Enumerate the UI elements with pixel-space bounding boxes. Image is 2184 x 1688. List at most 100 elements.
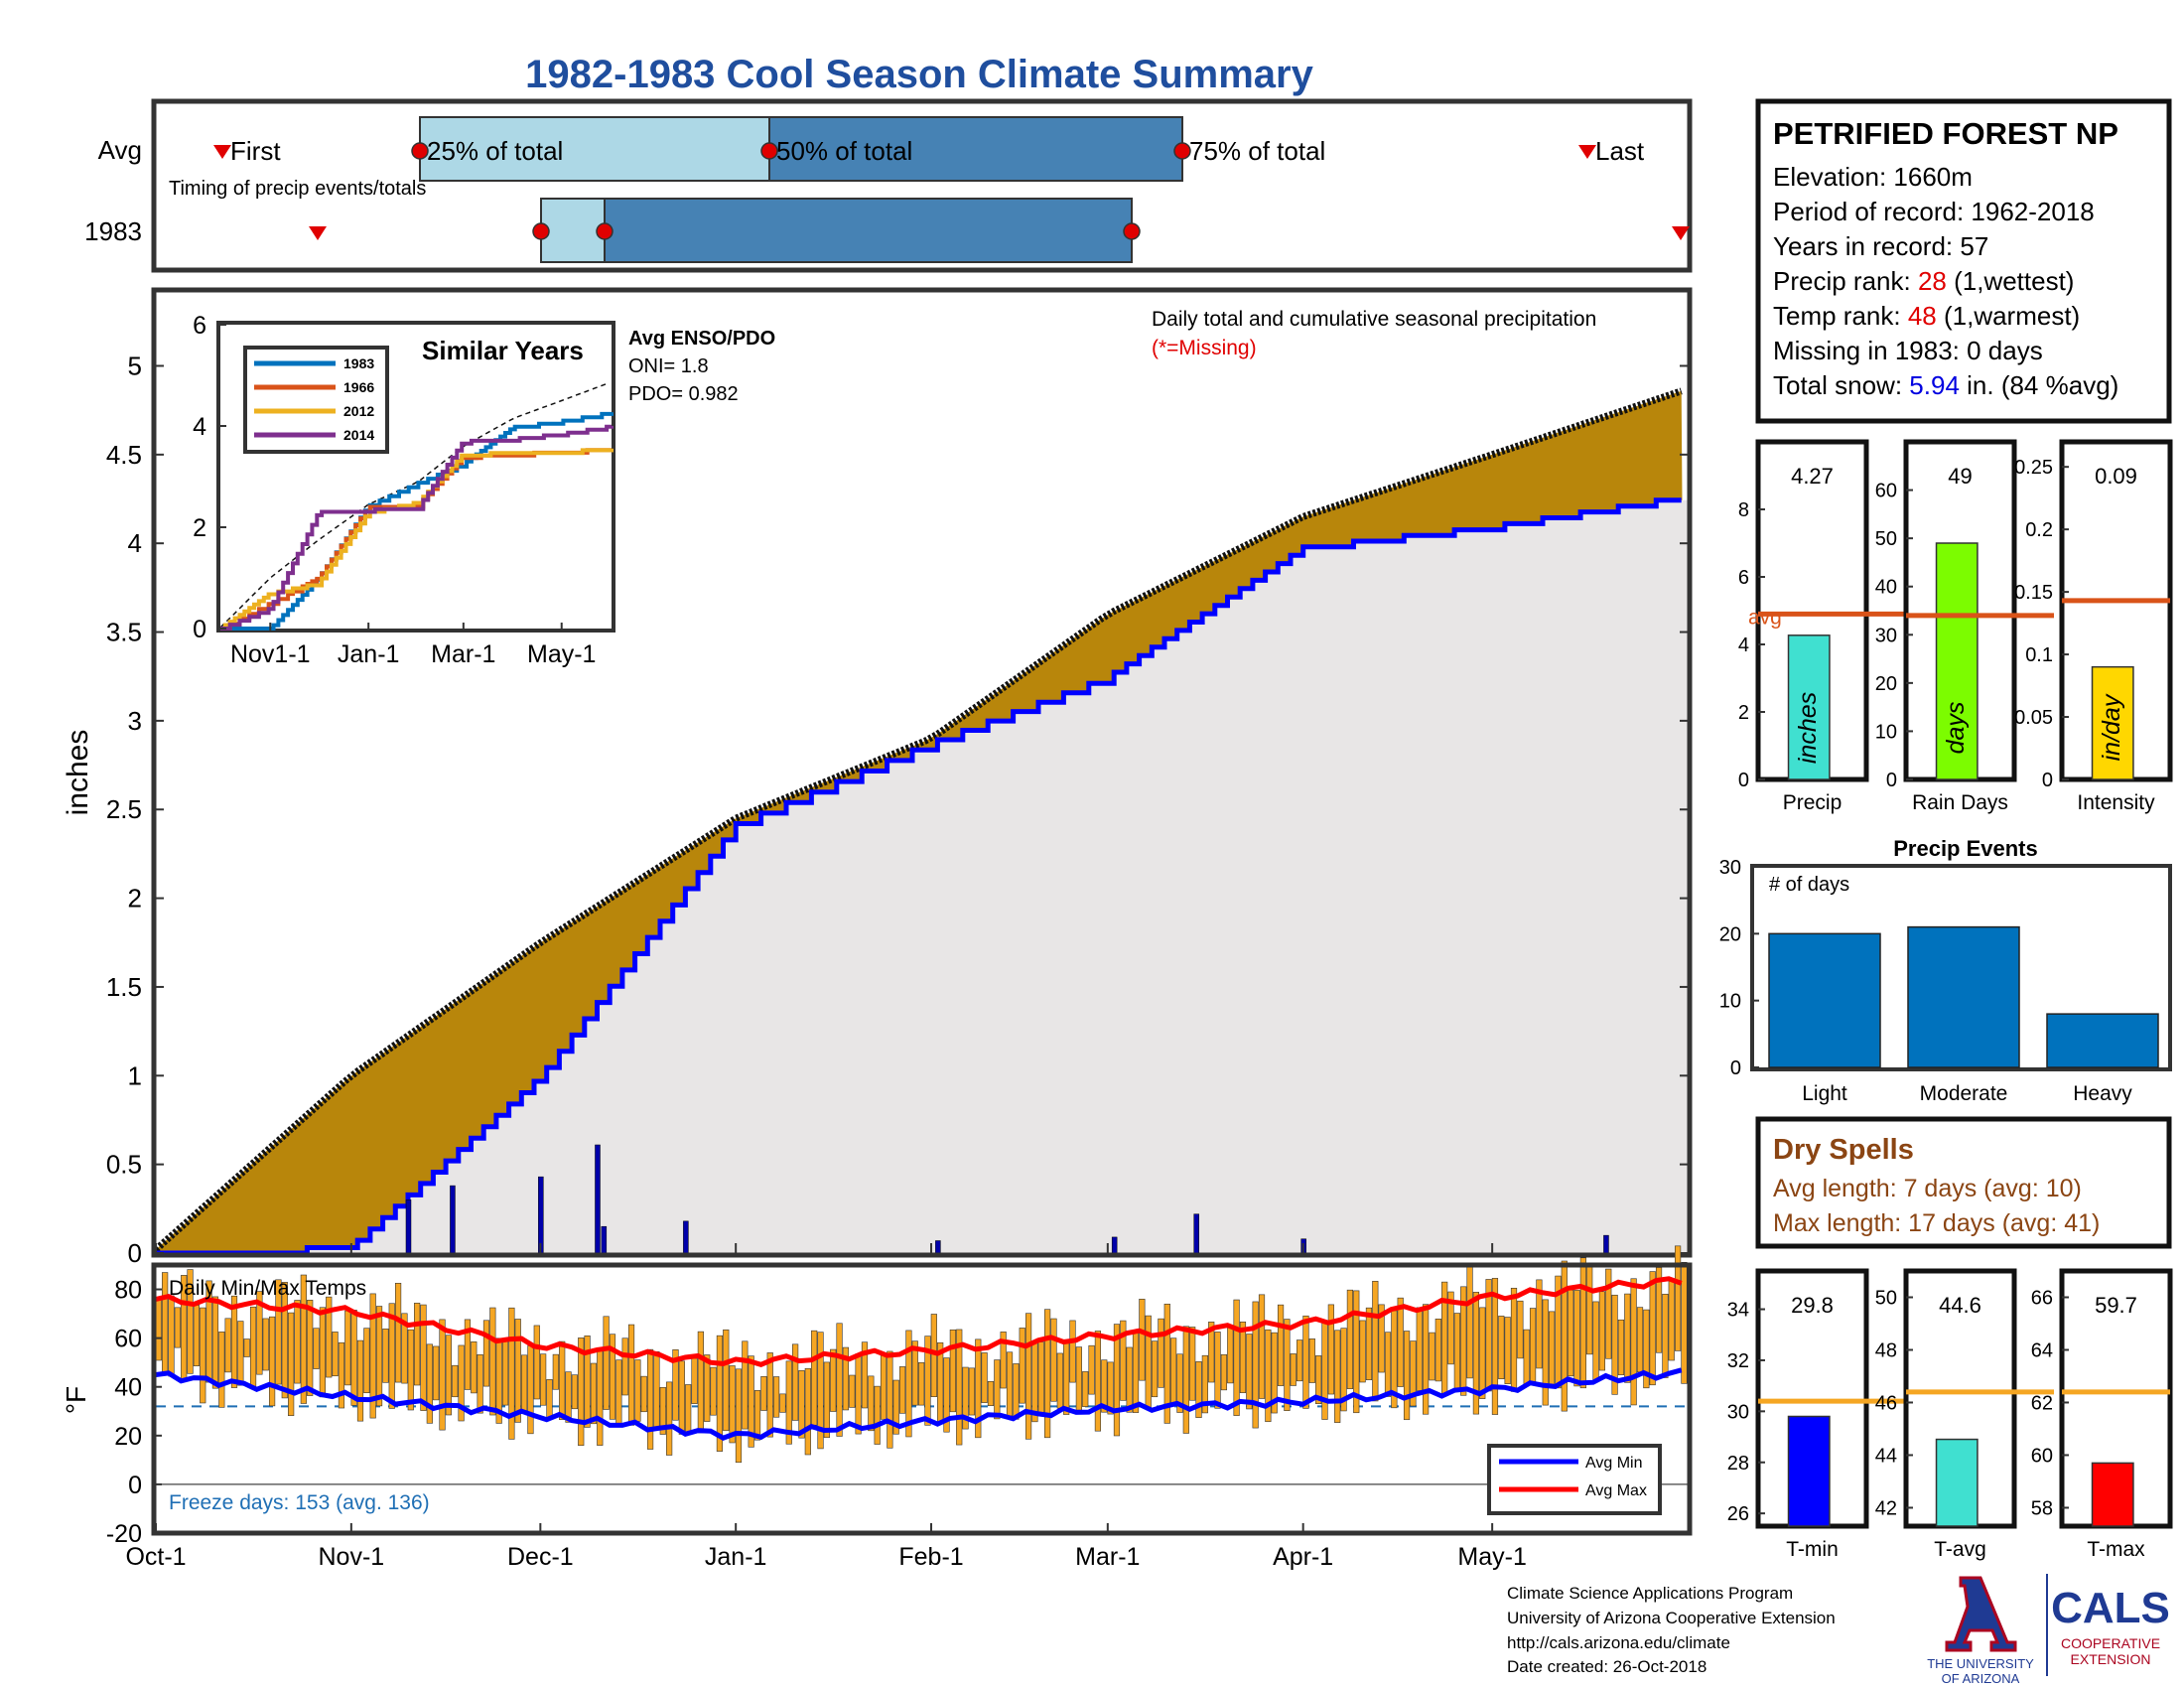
daily-temp-bar — [1416, 1307, 1423, 1391]
daily-temp-bar — [621, 1337, 628, 1396]
daily-temp-bar — [1132, 1332, 1140, 1413]
temp-ytick-label: 0 — [128, 1472, 142, 1499]
daily-temp-bar — [716, 1335, 724, 1452]
daily-temp-bar — [710, 1366, 717, 1416]
daily-temp-bar — [388, 1303, 395, 1409]
temp-t-avg-ytick-label: 44 — [1875, 1445, 1897, 1467]
daily-temp-bar — [742, 1340, 749, 1430]
y1983-first-marker — [309, 226, 327, 240]
daily-temp-bar — [1315, 1355, 1322, 1404]
season-intensity-ytick-label: 0.1 — [2025, 644, 2053, 666]
daily-temp-bar — [477, 1354, 483, 1414]
daily-temp-bar — [155, 1299, 162, 1361]
y1983-50pct-marker — [596, 222, 614, 240]
temp-t-avg-ytick-label: 42 — [1875, 1497, 1897, 1519]
inset-legend-label: 1966 — [343, 379, 374, 395]
pct25-label: 25% of total — [427, 136, 563, 166]
season-rain-days-ytick-label: 50 — [1875, 528, 1897, 550]
daily-temp-bar — [508, 1307, 515, 1440]
daily-temp-bar — [1453, 1313, 1460, 1391]
avg-cumulative-line — [153, 387, 1683, 1253]
footer-line-1: Climate Science Applications Program — [1507, 1584, 1793, 1603]
avg-first-marker — [213, 145, 231, 159]
daily-temp-bar — [672, 1348, 679, 1421]
observed-cumulative-line — [156, 497, 1682, 1256]
legend-avg-max: Avg Max — [1585, 1482, 1647, 1499]
daily-temp-bar — [230, 1295, 238, 1388]
main-ytick-label: 1.5 — [106, 972, 142, 1002]
daily-temp-bar — [659, 1386, 666, 1435]
daily-temp-bar — [830, 1348, 837, 1412]
pct75-label: 75% of total — [1189, 136, 1325, 166]
date-tick-label: Mar-1 — [1075, 1543, 1140, 1571]
avg-50pct-marker — [760, 142, 778, 160]
daily-temp-bar — [1189, 1327, 1196, 1401]
page-title: 1982-1983 Cool Season Climate Summary — [525, 53, 1313, 96]
avg-25pct-marker — [411, 142, 429, 160]
date-axis: Oct-1 Nov-1 Dec-1 Jan-1 Feb-1 Mar-1 Apr-1 May-1 — [125, 1243, 1527, 1571]
daily-temp-bar — [1466, 1263, 1473, 1379]
temp-t-max-ytick-label: 66 — [2031, 1287, 2053, 1309]
daily-temp-bar — [766, 1352, 773, 1438]
temp-t-avg-ytick-label: 48 — [1875, 1339, 1897, 1361]
daily-temp-bar — [634, 1359, 641, 1422]
daily-temp-bar — [1460, 1286, 1467, 1396]
date-tick-label: Oct-1 — [125, 1543, 186, 1571]
daily-temp-bar — [520, 1354, 528, 1412]
temp-ytick-label: 80 — [114, 1277, 142, 1305]
daily-temp-bar — [237, 1321, 244, 1386]
missing-note: (*=Missing) — [1152, 337, 1257, 359]
footer: Climate Science Applications Program Uni… — [1507, 1584, 1836, 1676]
daily-temp-bar — [1681, 1261, 1688, 1384]
daily-temp-bar — [559, 1340, 566, 1420]
daily-temp-bar — [382, 1329, 389, 1383]
daily-temp-bar — [1101, 1359, 1108, 1413]
daily-temp-bar — [918, 1361, 925, 1406]
temp-ytick-label: -20 — [106, 1520, 142, 1548]
cals-line-3: EXTENSION — [2071, 1651, 2151, 1667]
daily-temp-bar — [729, 1365, 736, 1444]
season-intensity-ytick-label: 0 — [2042, 770, 2053, 791]
daily-temp-bar — [1063, 1342, 1070, 1415]
daily-temp-bar — [300, 1274, 307, 1404]
daily-temp-bar — [1384, 1332, 1392, 1397]
main-ytick-label: 4 — [128, 528, 142, 558]
daily-temp-bar — [1145, 1315, 1152, 1408]
daily-temp-bar — [1252, 1301, 1259, 1429]
daily-temp-bar — [1069, 1320, 1076, 1383]
season-rain-days-label: Rain Days — [1912, 791, 2008, 814]
daily-temp-bar — [294, 1300, 301, 1384]
event-category-label: Moderate — [1920, 1082, 2008, 1105]
daily-temp-bar — [1158, 1318, 1164, 1388]
daily-temp-bar — [1321, 1322, 1328, 1420]
event-category-label: Light — [1802, 1082, 1847, 1105]
enso-pdo: PDO= 0.982 — [628, 383, 739, 405]
daily-temp-bar — [1662, 1294, 1669, 1378]
daily-temp-bar — [243, 1338, 250, 1357]
season-precip-ytick-label: 8 — [1738, 499, 1749, 521]
daily-temp-bar — [326, 1296, 333, 1378]
season-intensity-value: 0.09 — [2095, 464, 2137, 489]
daily-temp-bar — [1434, 1319, 1441, 1382]
daily-temp-bar — [892, 1379, 899, 1435]
daily-precip-bar — [601, 1225, 608, 1254]
dry-spells-max: Max length: 17 days (avg: 41) — [1773, 1209, 2100, 1237]
temp-t-avg-ytick-label: 46 — [1875, 1392, 1897, 1414]
season-rain-days-bar — [1935, 542, 1979, 780]
daily-temp-bar — [798, 1370, 805, 1439]
daily-precip-bar — [1111, 1236, 1118, 1254]
avg-max-line — [155, 1276, 1683, 1367]
daily-precip-bar — [1193, 1213, 1199, 1254]
season-precip-ytick-label: 0 — [1738, 770, 1749, 791]
event-ytick-label: 20 — [1719, 923, 1741, 945]
daily-temp-bar — [1568, 1289, 1574, 1377]
daily-temp-bar — [514, 1319, 521, 1423]
daily-temp-bar — [1517, 1300, 1524, 1359]
date-tick-label: Dec-1 — [507, 1543, 574, 1571]
station-name: PETRIFIED FOREST NP — [1773, 116, 2118, 151]
dry-spells-avg: Avg length: 7 days (avg: 10) — [1773, 1175, 2082, 1202]
season-precip-label: Precip — [1783, 791, 1843, 814]
daily-temp-bar — [1271, 1332, 1278, 1414]
daily-temp-bar — [426, 1343, 433, 1424]
daily-temp-bar — [1107, 1361, 1114, 1415]
